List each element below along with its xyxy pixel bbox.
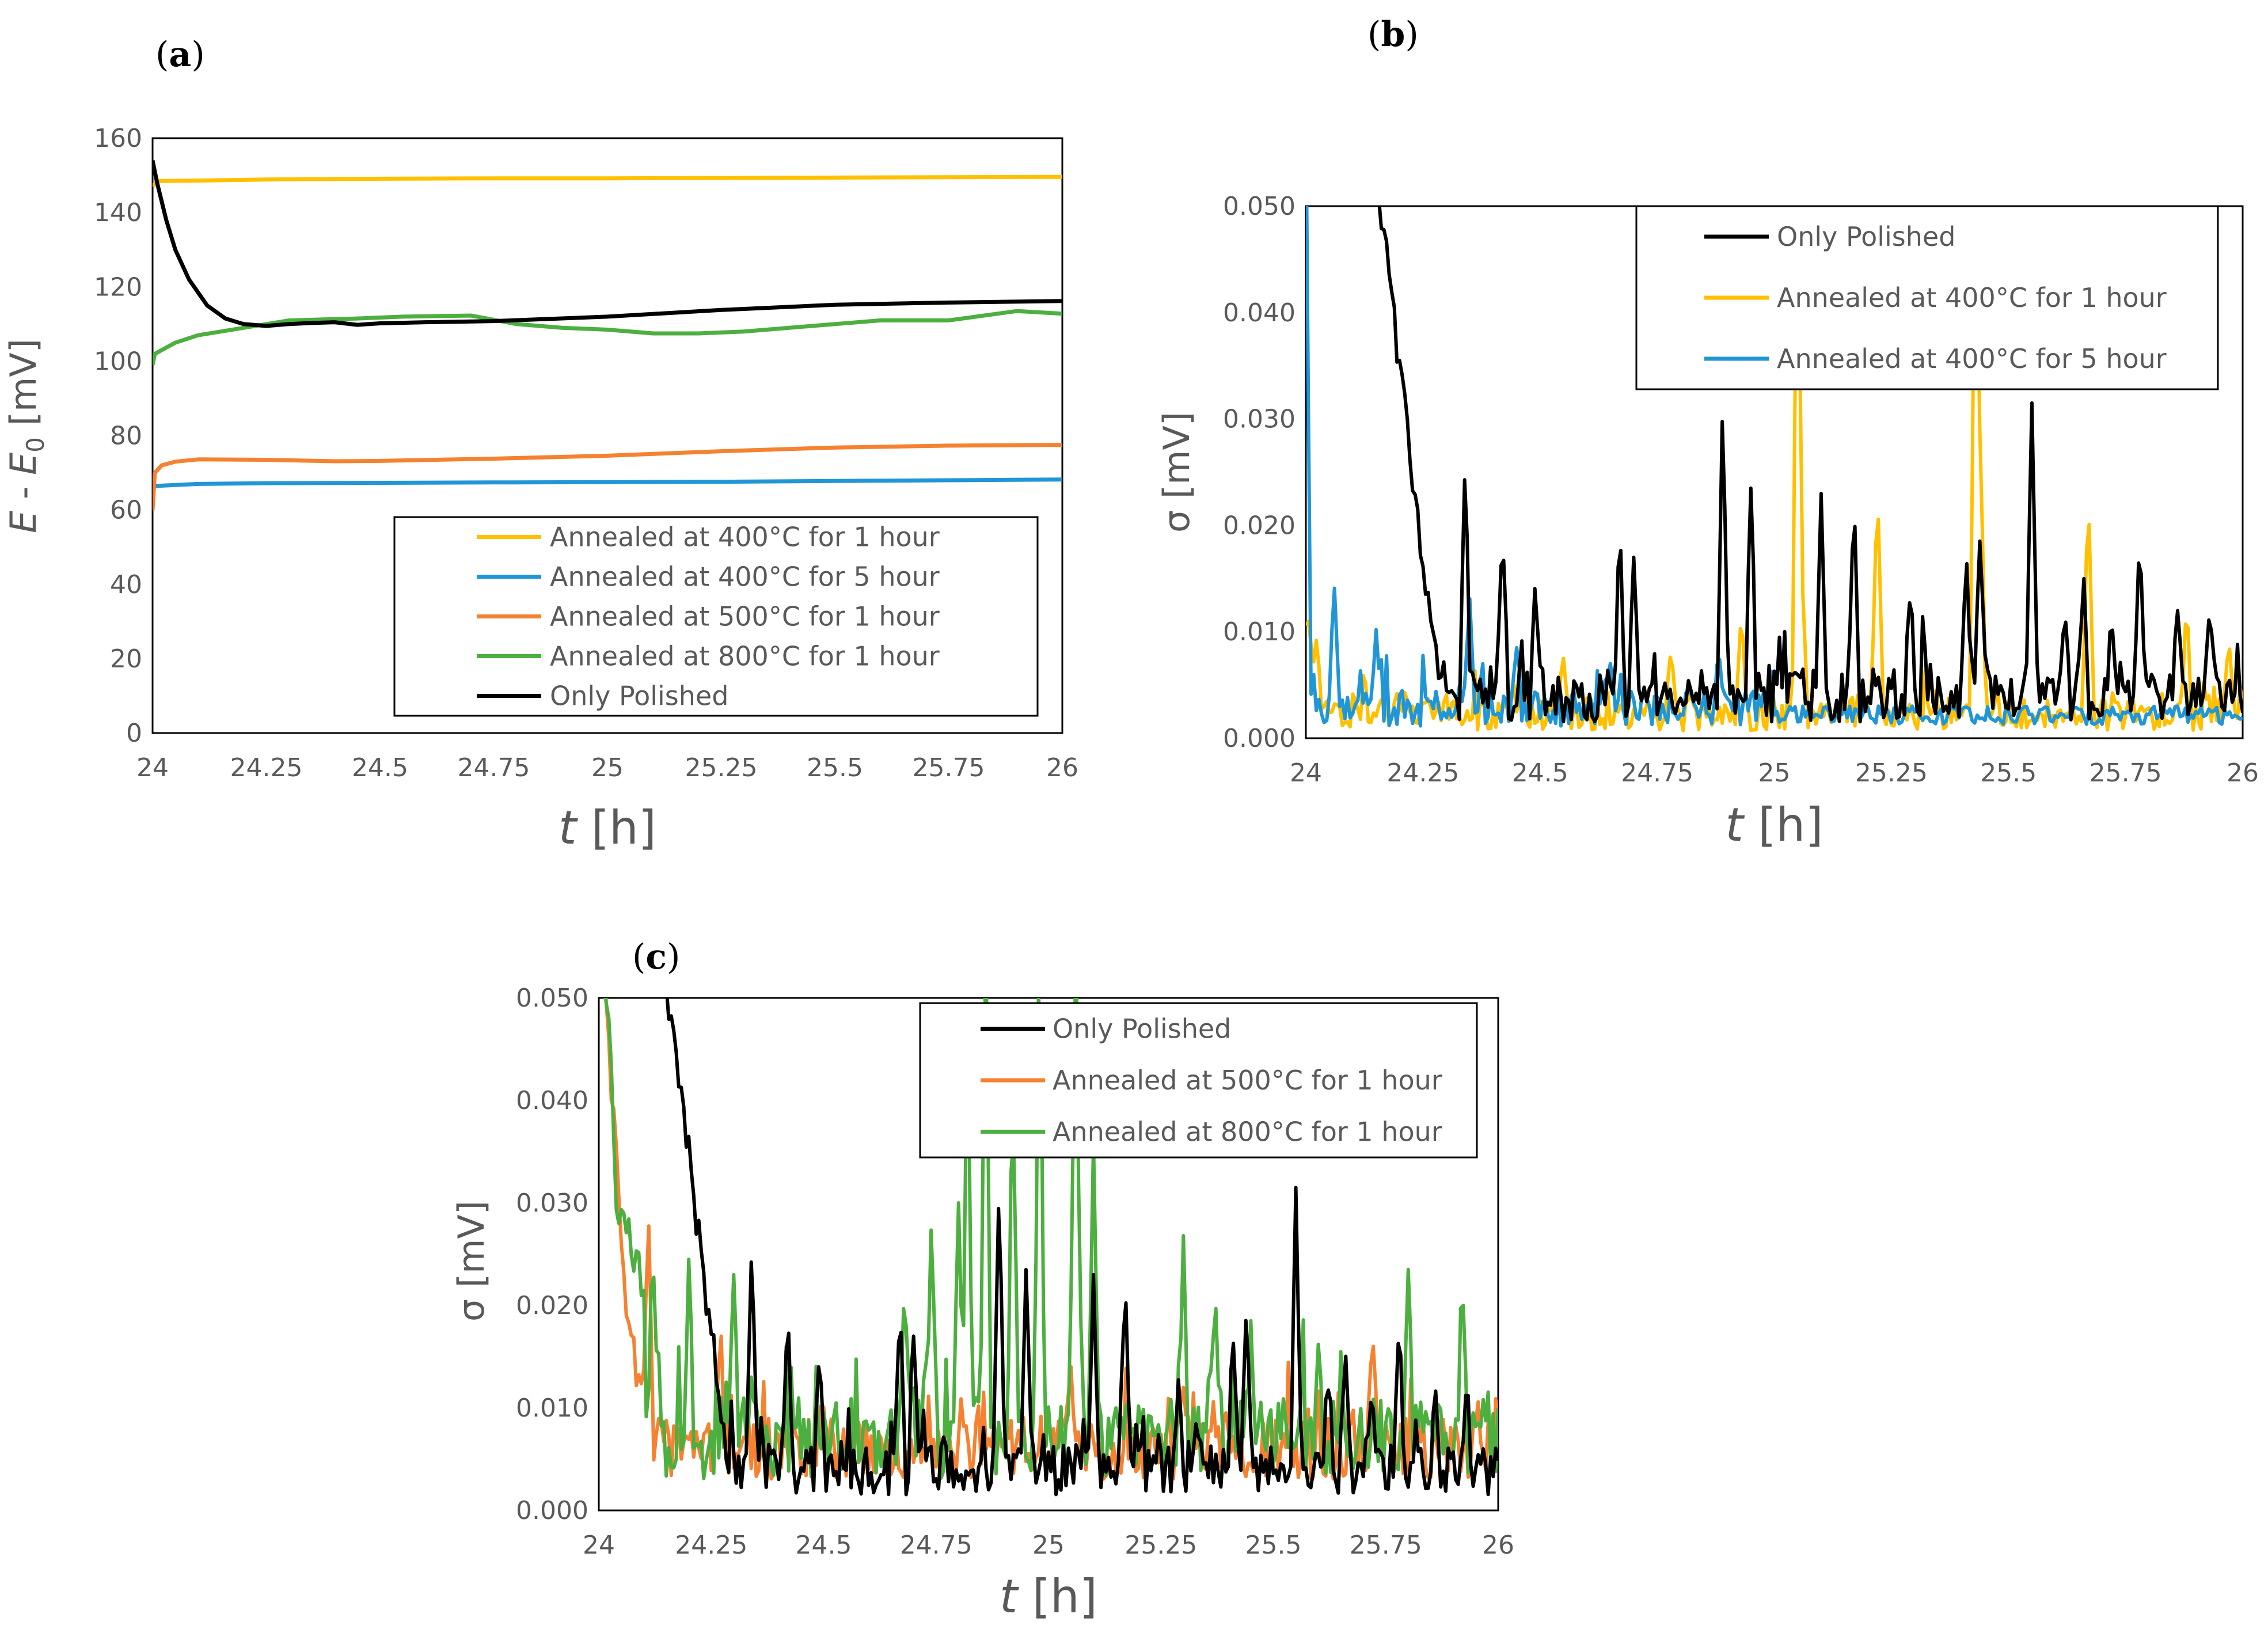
x-tick-label: 24.75 <box>900 1531 972 1560</box>
x-tick-label: 25.75 <box>2090 758 2162 788</box>
y-tick-label: 0.050 <box>516 984 588 1013</box>
y-tick-label: 0.040 <box>516 1086 588 1115</box>
y-tick-label: 0.000 <box>1223 724 1296 753</box>
x-tick-label: 24.5 <box>352 753 408 783</box>
plot-area-c <box>598 997 1499 1512</box>
legend-entry: Annealed at 400°C for 1 hour <box>1777 282 2167 313</box>
x-tick-label: 25 <box>591 753 624 783</box>
panel-label-b: (b) <box>1367 14 1419 55</box>
y-axis-label: E - E0 [mV] <box>2 339 50 533</box>
x-tick-label: 24.25 <box>1386 758 1459 788</box>
series-line <box>153 309 1062 366</box>
legend-entry: Annealed at 800°C for 1 hour <box>1053 1116 1442 1147</box>
legend-entry: Annealed at 500°C for 1 hour <box>550 601 940 632</box>
x-tick-label: 24.25 <box>230 753 303 783</box>
chart-c: 0.000 0.010 0.020 0.030 0.040 0.050 24 24.25 24.… <box>450 984 1514 1623</box>
y-tick-label: 0.020 <box>1223 511 1296 540</box>
plot-area-a <box>151 137 1063 734</box>
legend-entry: Annealed at 400°C for 1 hour <box>550 522 940 553</box>
legend-entry: Annealed at 400°C for 5 hour <box>1777 343 2167 374</box>
x-tick-label: 24 <box>583 1531 615 1560</box>
legend-entry: Annealed at 800°C for 1 hour <box>550 641 940 672</box>
legend-entry: Only Polished <box>550 681 728 712</box>
x-axis-label: t [h] <box>1000 1570 1097 1623</box>
y-tick-label: 140 <box>94 198 142 227</box>
x-axis-label: t [h] <box>559 801 656 855</box>
x-tick-label: 24 <box>1290 758 1322 788</box>
legend-entry: Annealed at 500°C for 1 hour <box>1053 1065 1442 1096</box>
y-tick-label: 0.050 <box>1223 192 1296 221</box>
series-line <box>153 477 1062 490</box>
x-tick-label: 24.5 <box>1512 758 1568 788</box>
x-tick-label: 25.25 <box>1124 1531 1197 1560</box>
series-line <box>1306 206 2243 728</box>
x-tick-label: 26 <box>2227 758 2259 788</box>
y-tick-label: 80 <box>110 422 142 451</box>
x-tick-label: 25 <box>1032 1531 1065 1560</box>
x-tick-label: 25.5 <box>807 753 863 783</box>
x-tick-label: 24.5 <box>796 1531 852 1560</box>
series-line <box>665 998 1498 1497</box>
x-axis-label: t [h] <box>1726 798 1823 852</box>
y-tick-label: 0.030 <box>1223 405 1296 434</box>
y-tick-label: 160 <box>94 124 142 153</box>
legend-entry: Only Polished <box>1777 221 1955 252</box>
y-tick-label: 0.030 <box>516 1189 588 1218</box>
series-line <box>1306 206 2243 732</box>
legend-entry: Only Polished <box>1053 1013 1231 1045</box>
chart-a: 0 20 40 60 80 100 120 140 160 24 24.25 24.5 24.75 25 2… <box>2 124 1078 855</box>
y-tick-label: 0.010 <box>516 1394 588 1423</box>
x-tick-label: 24.25 <box>675 1531 747 1560</box>
series-line <box>1377 206 2243 724</box>
x-tick-label: 25.25 <box>685 753 758 783</box>
y-tick-label: 0.000 <box>516 1496 588 1525</box>
y-tick-label: 60 <box>110 496 142 525</box>
chart-b: 0.000 0.010 0.020 0.030 0.040 0.050 24 24.25 24.… <box>1156 192 2259 852</box>
y-tick-label: 0.020 <box>516 1291 588 1320</box>
series-line <box>153 174 1062 188</box>
x-tick-label: 25.5 <box>1245 1531 1302 1560</box>
y-tick-label: 0.010 <box>1223 617 1296 647</box>
x-tick-label: 26 <box>1482 1531 1514 1560</box>
x-tick-label: 24.75 <box>1621 758 1693 788</box>
x-tick-label: 24 <box>136 753 169 783</box>
y-tick-label: 0 <box>126 719 142 748</box>
series-line <box>604 998 1498 1480</box>
x-tick-label: 25.25 <box>1855 758 1928 788</box>
y-tick-label: 40 <box>110 570 142 599</box>
y-axis-label: σ [mV] <box>450 1201 492 1322</box>
y-tick-label: 120 <box>94 272 142 302</box>
y-axis-label: σ [mV] <box>1156 412 1198 533</box>
x-tick-label: 24.75 <box>458 753 530 783</box>
panel-label-c: (c) <box>632 937 680 977</box>
legend-entry: Annealed at 400°C for 5 hour <box>550 561 940 593</box>
panel-label-a: (a) <box>155 35 205 75</box>
x-tick-label: 25.75 <box>1350 1531 1422 1560</box>
y-tick-label: 0.040 <box>1223 298 1296 328</box>
x-tick-label: 25.75 <box>913 753 985 783</box>
x-tick-label: 26 <box>1046 753 1078 783</box>
y-tick-label: 100 <box>94 347 142 376</box>
y-tick-label: 20 <box>110 644 142 674</box>
series-line <box>153 443 1062 510</box>
x-tick-label: 25.5 <box>1980 758 2037 788</box>
series-line <box>603 998 1498 1481</box>
x-tick-label: 25 <box>1758 758 1791 788</box>
series-line <box>153 160 1062 328</box>
